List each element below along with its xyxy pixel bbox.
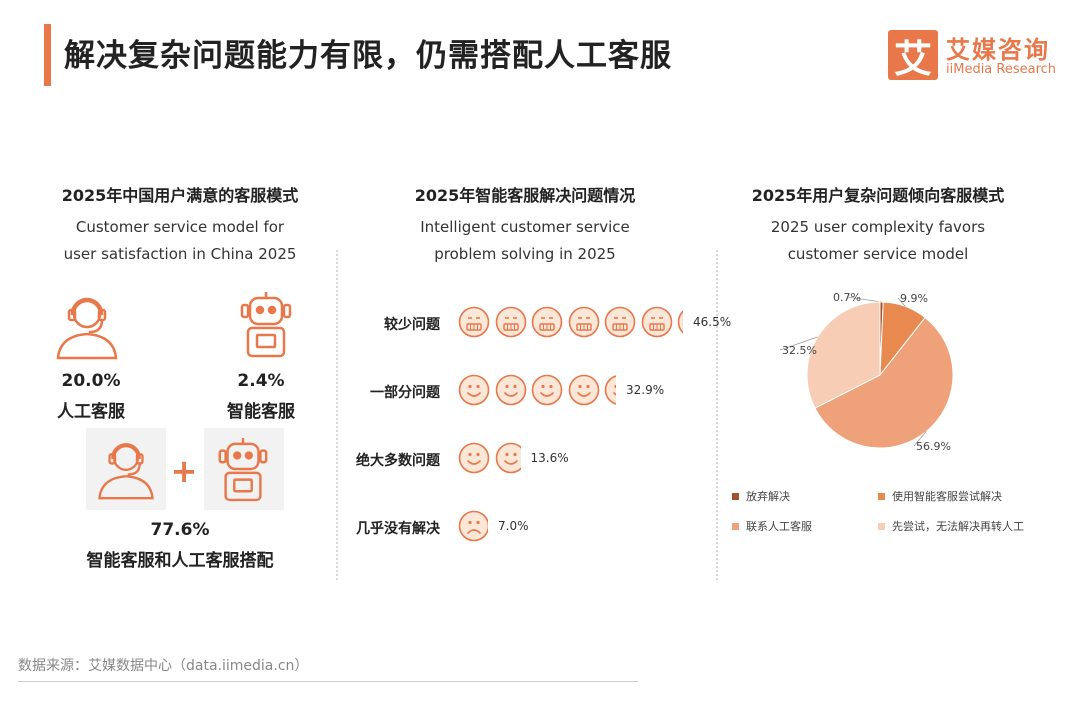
source-note: 数据来源：艾媒数据中心（data.iimedia.cn）: [18, 658, 309, 674]
stat-human-label: 人工客服: [57, 402, 125, 422]
panel-divider: [716, 250, 718, 580]
face-icon: [458, 442, 490, 474]
robot-icon: [218, 438, 268, 502]
stat-ai: 2.4% 智能客服: [216, 371, 306, 422]
stat-combo-pct: 77.6%: [150, 520, 210, 540]
panel-divider: [336, 250, 338, 580]
title-accent-bar: [44, 24, 51, 86]
pie-leader-line: [779, 336, 818, 351]
pie-legend: 放弃解决 使用智能客服尝试解决联系人工客服 先尝试，无法解决再转人工: [732, 488, 1052, 538]
panel-subtitle-line: Customer service model for: [75, 218, 285, 236]
logo-name-cn: 艾媒咨询: [946, 36, 1050, 64]
iimedia-logo-icon: 艾: [888, 30, 938, 81]
page-title: 解决复杂问题能力有限，仍需搭配人工客服: [64, 38, 672, 74]
logo-name-en: iiMedia Research: [946, 62, 1057, 77]
headset-agent-icon: [98, 443, 154, 500]
stat-combo-label: 智能客服和人工客服搭配: [86, 551, 274, 571]
face-icon: [458, 374, 490, 406]
face-icon-partial: [458, 510, 488, 542]
panel-subtitle-line: customer service model: [787, 245, 969, 263]
panel-subtitle-line: 2025 user complexity favors: [770, 218, 986, 236]
pie-chart: 0.7% 9.9% 56.9% 32.5%: [779, 291, 954, 453]
row-value: 13.6%: [530, 451, 569, 465]
legend-item: 联系人工客服: [732, 518, 812, 534]
face-icon: [641, 306, 673, 338]
panel-problem-solving: 2025年智能客服解决问题情况 Intelligent customer ser…: [370, 182, 680, 268]
pie-value-label: 9.9%: [900, 292, 928, 305]
legend-label: 联系人工客服: [746, 520, 812, 533]
headset-agent-icon: [56, 297, 118, 360]
panel-satisfaction: 2025年中国用户满意的客服模式 Customer service model …: [40, 182, 320, 268]
pie-slice: [806, 301, 881, 409]
face-icon: [568, 374, 600, 406]
row-value: 46.5%: [693, 315, 732, 329]
legend-item: 使用智能客服尝试解决: [878, 488, 1002, 504]
face-icon: [604, 306, 636, 338]
row-value: 7.0%: [498, 519, 529, 533]
panel-subtitle-line: user satisfaction in China 2025: [63, 245, 297, 263]
row-value: 32.9%: [626, 383, 665, 397]
stat-combo: 77.6% 智能客服和人工客服搭配: [60, 520, 300, 571]
panel-subtitle-line: Intelligent customer service: [420, 218, 630, 236]
legend-swatch: [878, 492, 885, 500]
stat-ai-pct: 2.4%: [237, 371, 285, 391]
panel-subtitle: Intelligent customer service problem sol…: [370, 214, 680, 268]
face-icon-partial: [677, 306, 683, 338]
pie-leader-line: [846, 296, 882, 303]
face-icon-partial: [495, 442, 521, 474]
face-icon-partial: [604, 374, 616, 406]
plus-icon: +: [170, 452, 198, 490]
legend-swatch: [878, 522, 885, 530]
legend-label: 使用智能客服尝试解决: [892, 490, 1002, 503]
face-icon: [568, 306, 600, 338]
legend-swatch: [732, 492, 739, 500]
legend-swatch: [732, 522, 739, 530]
face-icon: [495, 374, 527, 406]
face-icon: [458, 306, 490, 338]
face-icon: [531, 374, 563, 406]
legend-item: 先尝试，无法解决再转人工: [878, 518, 1024, 534]
panel-title: 2025年用户复杂问题倾向客服模式: [751, 186, 1005, 205]
stat-human: 20.0% 人工客服: [46, 371, 136, 422]
row-label: 绝大多数问题: [356, 453, 440, 469]
robot-icon: [240, 292, 292, 358]
stat-human-pct: 20.0%: [61, 371, 121, 391]
face-icon: [495, 306, 527, 338]
pictogram-chart: 较少问题 46.5% 一部分问题 32.9% 绝大多数问题 13.6% 几乎没有解决 7.0%: [340, 290, 731, 570]
row-label: 几乎没有解决: [356, 521, 440, 537]
row-label: 一部分问题: [370, 385, 440, 401]
pie-slice: [814, 316, 954, 449]
panel-subtitle: Customer service model for user satisfac…: [40, 214, 320, 268]
stat-ai-label: 智能客服: [227, 402, 295, 422]
panel-subtitle-line: problem solving in 2025: [434, 245, 616, 263]
legend-item: 放弃解决: [732, 488, 790, 504]
row-label: 较少问题: [384, 317, 440, 333]
legend-label: 放弃解决: [746, 490, 790, 503]
legend-label: 先尝试，无法解决再转人工: [892, 520, 1024, 533]
pie-leader-line: [913, 431, 927, 447]
footer-divider: [18, 681, 638, 682]
pie-leader-line: [897, 297, 906, 307]
pie-value-label: 56.9%: [916, 440, 951, 453]
panel-subtitle: 2025 user complexity favors customer ser…: [728, 214, 1028, 268]
panel-complexity: 2025年用户复杂问题倾向客服模式 2025 user complexity f…: [728, 182, 1028, 268]
pie-value-label: 32.5%: [782, 344, 817, 357]
panel-title: 2025年智能客服解决问题情况: [414, 186, 636, 205]
pie-value-label: 0.7%: [833, 291, 861, 304]
face-icon: [531, 306, 563, 338]
panel-title: 2025年中国用户满意的客服模式: [61, 186, 299, 205]
